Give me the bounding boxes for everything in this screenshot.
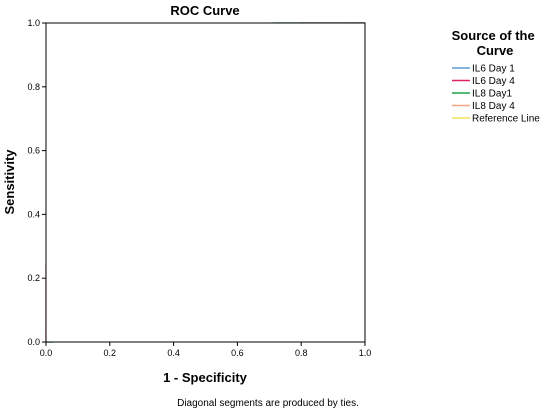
y-tick-label: 1.0 [27,18,40,28]
legend-title: Source of the Curve [452,28,539,58]
x-tick-label: 0.2 [104,348,117,358]
legend-item-il6-day-4: IL6 Day 4 [452,76,515,87]
y-tick-label: 0.2 [27,273,40,283]
y-tick-label: 0.0 [27,337,40,347]
legend-title-line2: Curve [477,43,514,58]
legend-label: Reference Line [472,114,540,125]
legend-title-line1: Source of the [452,28,535,43]
plot-frame [45,22,366,343]
footnote: Diagonal segments are produced by ties. [177,398,359,409]
x-tick-label: 0.4 [167,348,180,358]
y-tick-label: 0.4 [27,209,40,219]
axes: 0.0 0.2 0.4 0.6 0.8 1.0 0.0 0.2 0.4 0.6 0.8 1.0 [27,18,371,358]
legend-label: IL8 Day 4 [472,101,515,112]
y-tick-label: 0.6 [27,146,40,156]
legend-item-reference-line: Reference Line [452,114,540,125]
x-tick-label: 0.0 [40,348,53,358]
legend-label: IL6 Day 4 [472,76,515,87]
legend-item-il6-day-1: IL6 Day 1 [452,64,515,75]
y-axis-title: Sensitivity [2,149,17,215]
legend-label: IL8 Day1 [472,89,512,100]
legend-item-il8-day1: IL8 Day1 [452,89,512,100]
y-tick-label: 0.8 [27,82,40,92]
legend-label: IL6 Day 1 [472,64,515,75]
x-tick-label: 1.0 [359,348,372,358]
legend-item-il8-day-4: IL8 Day 4 [452,101,515,112]
chart-title: ROC Curve [170,3,239,18]
x-tick-label: 0.8 [295,348,308,358]
x-tick-label: 0.6 [231,348,244,358]
x-axis-title: 1 - Specificity [163,370,248,385]
